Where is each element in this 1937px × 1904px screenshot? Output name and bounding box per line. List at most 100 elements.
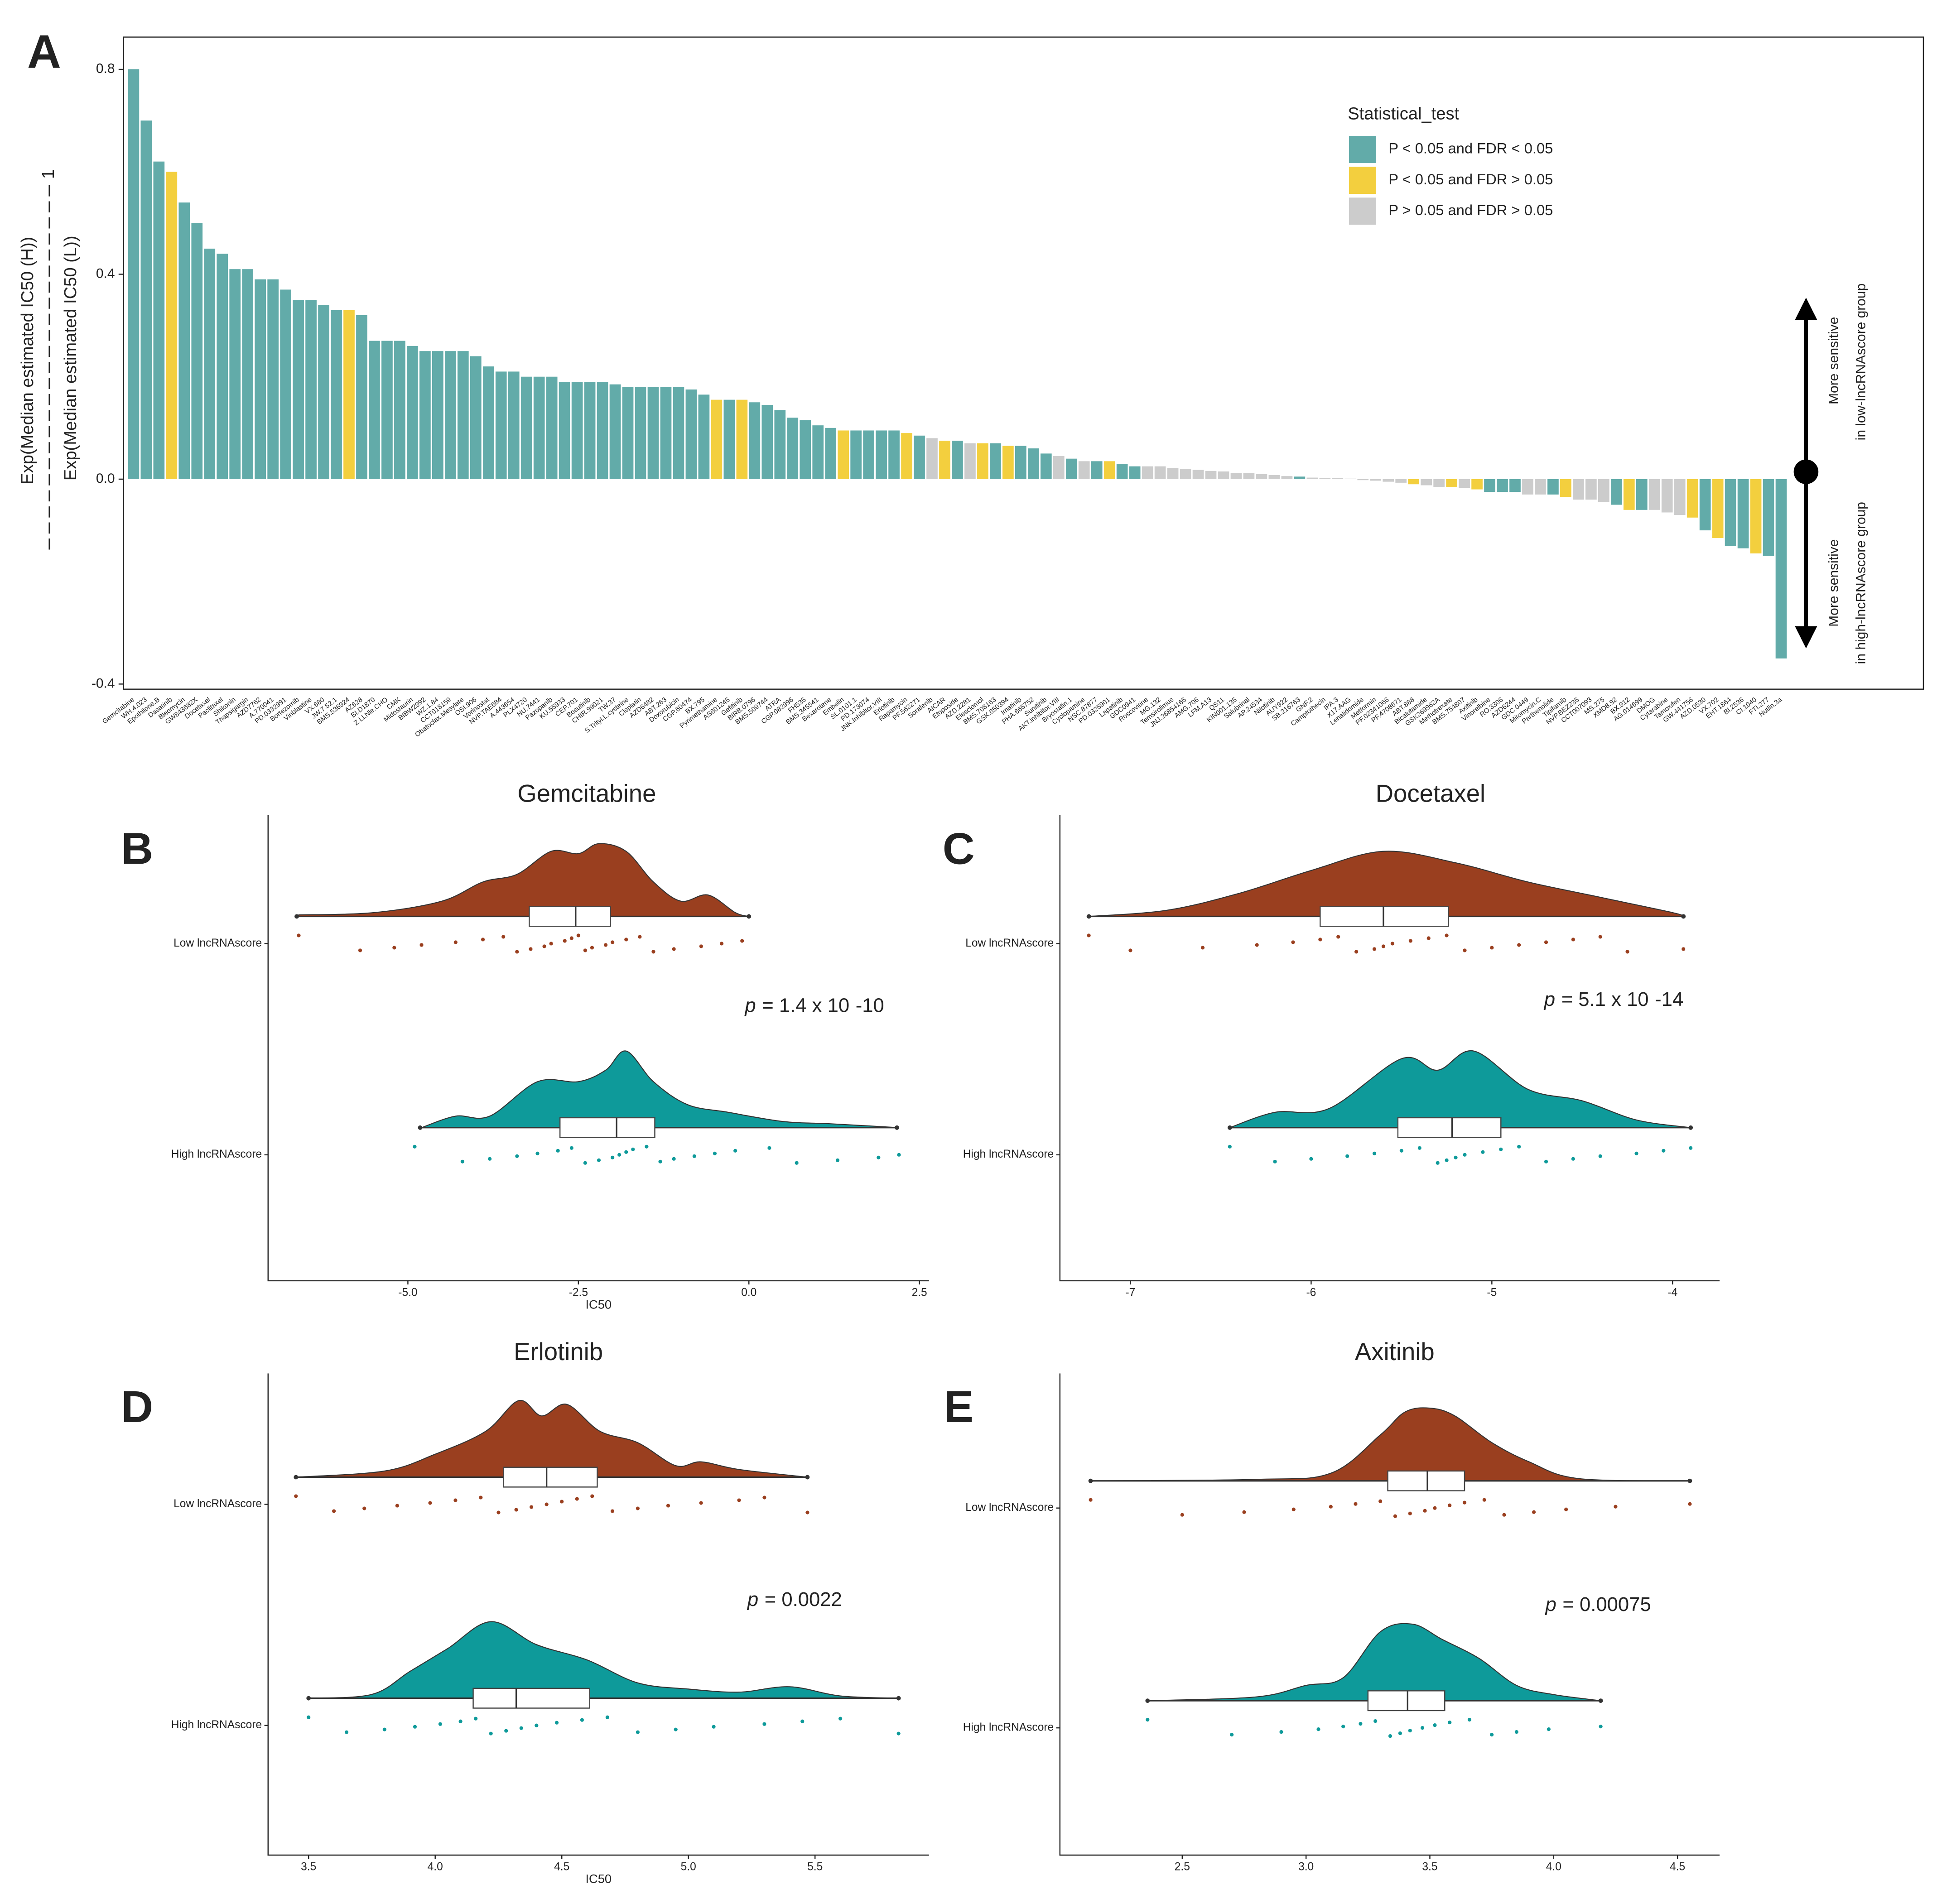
bar (407, 346, 418, 479)
bar (128, 69, 140, 479)
point (597, 1158, 601, 1162)
box (529, 906, 611, 927)
whisker-end (1088, 1478, 1093, 1483)
density (296, 1399, 808, 1478)
point (1420, 1726, 1425, 1730)
p-value: p = 0.00075 (1545, 1594, 1651, 1616)
bar (1332, 478, 1344, 479)
bar (1750, 479, 1762, 553)
bar (520, 376, 532, 479)
bar (432, 351, 443, 479)
point (413, 1144, 417, 1149)
point (529, 947, 533, 951)
bar (1737, 479, 1749, 548)
whisker-end (1086, 914, 1091, 919)
point (1599, 1725, 1603, 1729)
point (1388, 1734, 1393, 1738)
bar (838, 430, 849, 479)
bar (1446, 479, 1457, 487)
bar (1686, 479, 1698, 518)
bar (660, 387, 672, 479)
point (1381, 944, 1386, 948)
point (767, 1146, 771, 1150)
point (1634, 1151, 1638, 1155)
point (1345, 1154, 1349, 1158)
bar (546, 376, 558, 479)
x-tick-label: -2.5 (569, 1287, 588, 1299)
point (674, 1727, 678, 1731)
x-tick-label: -6 (1306, 1287, 1316, 1299)
legend-label: P > 0.05 and FDR > 0.05 (1388, 202, 1553, 218)
point (699, 1501, 703, 1505)
annotation: More sensitive (1826, 317, 1841, 404)
point (1230, 1733, 1234, 1737)
bar (952, 441, 963, 479)
point (1390, 942, 1394, 946)
whisker-end (418, 1125, 423, 1130)
bar (457, 351, 469, 479)
point (481, 938, 485, 942)
point (1255, 943, 1259, 947)
bar (1129, 466, 1141, 479)
bar (1205, 471, 1217, 479)
bar (901, 433, 912, 479)
bar (394, 341, 405, 479)
point (1433, 1723, 1437, 1727)
point (1436, 1161, 1440, 1165)
bar (419, 351, 431, 479)
point (1399, 1149, 1403, 1153)
bar (850, 430, 862, 479)
bar (1053, 456, 1065, 479)
bar (1243, 473, 1255, 479)
bar (1078, 461, 1090, 479)
point (1598, 935, 1602, 939)
whisker-end (747, 914, 752, 919)
bar (1281, 476, 1293, 479)
annotation: in low-lncRNAscore group (1854, 284, 1869, 441)
group-label: Low lncRNAscore (173, 1498, 262, 1510)
x-tick-label: 3.5 (301, 1861, 316, 1873)
p-exponent: -14 (1655, 988, 1683, 1010)
legend-key (1349, 167, 1376, 194)
bar (217, 254, 228, 479)
point (1336, 935, 1340, 939)
point (1341, 1725, 1345, 1729)
bar (1648, 479, 1660, 510)
bar (242, 269, 254, 479)
bar (153, 161, 165, 479)
whisker-end (895, 1125, 899, 1130)
bar (1535, 479, 1546, 495)
whisker-end (1227, 1125, 1232, 1130)
whisker-end (805, 1475, 810, 1480)
point (504, 1729, 508, 1733)
bar (571, 382, 583, 479)
x-tick-label: 3.5 (1422, 1861, 1437, 1873)
point (1662, 1149, 1666, 1153)
point (1146, 1718, 1150, 1722)
point (1571, 938, 1575, 942)
point (896, 1731, 901, 1736)
legend-label: P < 0.05 and FDR < 0.05 (1388, 140, 1553, 157)
bar (1040, 453, 1052, 479)
group-label: High lncRNAscore (963, 1721, 1054, 1734)
point (631, 1147, 635, 1151)
point (877, 1155, 881, 1159)
bar (597, 382, 608, 479)
bar (825, 428, 837, 479)
point (1417, 1146, 1421, 1150)
box (1367, 1690, 1446, 1712)
density (421, 1050, 899, 1128)
point (560, 1500, 564, 1504)
bar (1585, 479, 1597, 500)
axis-lines (1059, 815, 1720, 1282)
panel-title: Gemcitabine (517, 780, 656, 808)
point (1463, 948, 1467, 952)
p-symbol: p (1543, 988, 1555, 1010)
bar (1623, 479, 1635, 510)
point (1614, 1505, 1618, 1509)
point (805, 1510, 809, 1515)
bar (1370, 479, 1382, 481)
point (1408, 1511, 1412, 1515)
point (1242, 1510, 1246, 1514)
